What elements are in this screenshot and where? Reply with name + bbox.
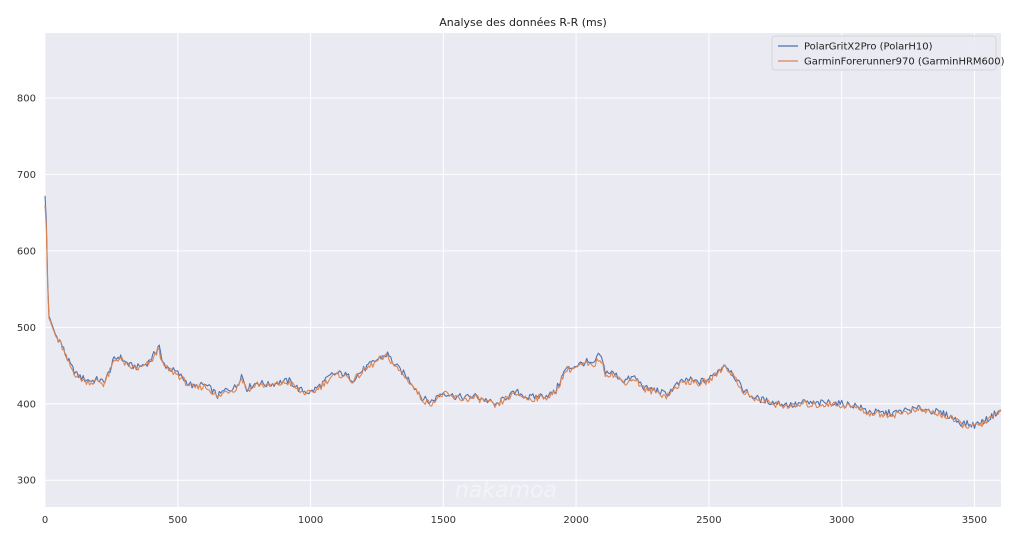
series-line-garmin	[44, 204, 1002, 429]
y-tick-labels: 300 400 500 600 700 800	[17, 93, 36, 486]
legend-box	[771, 35, 997, 71]
x-tick-label: 1500	[431, 515, 456, 526]
y-tick-label: 700	[17, 170, 36, 181]
x-tick-label: 2000	[563, 515, 588, 526]
y-tick-label: 500	[17, 323, 36, 334]
y-tick-label: 400	[17, 399, 36, 410]
plot-background	[45, 33, 1001, 507]
x-tick-label: 500	[168, 515, 187, 526]
x-tick-label: 2500	[696, 515, 721, 526]
legend-label-garmin: GarminForerunner970 (GarminHRM600)	[804, 57, 1005, 68]
x-tick-label: 0	[42, 515, 48, 526]
chart-title: Analyse des données R-R (ms)	[439, 16, 607, 29]
x-tick-label: 3000	[829, 515, 854, 526]
x-tick-labels: 0 500 1000 1500 2000 2500 3000 3500	[42, 515, 987, 526]
legend: PolarGritX2Pro (PolarH10) GarminForerunn…	[771, 35, 1005, 71]
series-layer	[44, 195, 1002, 429]
legend-label-polar: PolarGritX2Pro (PolarH10)	[804, 42, 933, 53]
y-tick-label: 600	[17, 246, 36, 257]
watermark-logo: nakamoa	[455, 478, 557, 503]
y-tick-label: 300	[17, 476, 36, 487]
y-tick-label: 800	[17, 93, 36, 104]
x-tick-label: 3500	[962, 515, 987, 526]
x-tick-label: 1000	[298, 515, 323, 526]
gridlines	[44, 33, 1001, 507]
watermark-text: nakamoa	[455, 478, 557, 503]
